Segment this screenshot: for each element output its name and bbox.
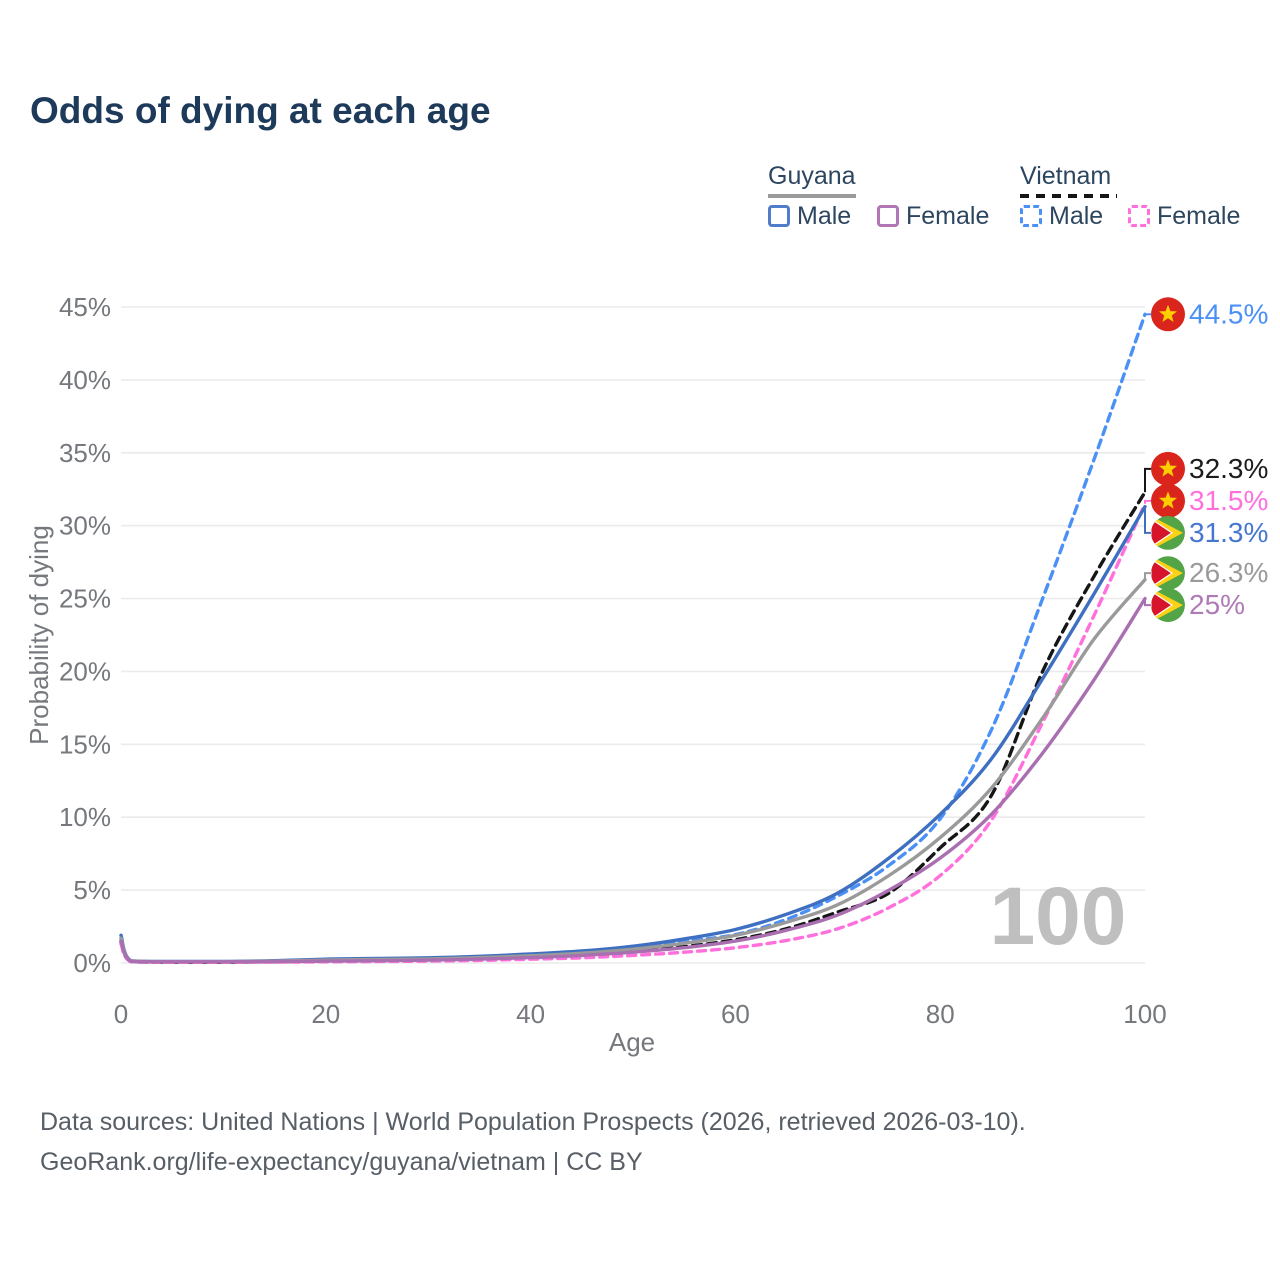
data-sources-text: Data sources: United Nations | World Pop… xyxy=(40,1108,1026,1136)
vietnam-star-icon xyxy=(1159,491,1177,509)
y-tick-label: 5% xyxy=(73,875,111,905)
guyana-female-swatch-icon xyxy=(877,205,899,227)
y-tick-label: 10% xyxy=(59,802,111,832)
y-tick-label: 45% xyxy=(59,292,111,322)
legend-item-vietnam-male: Male xyxy=(1020,203,1103,229)
legend-item-vietnam-female: Female xyxy=(1128,203,1240,229)
x-tick-label: 100 xyxy=(1123,999,1166,1029)
series-line-vietnam-male xyxy=(119,312,1147,964)
attribution-link-text: GeoRank.org/life-expectancy/guyana/vietn… xyxy=(40,1148,643,1176)
page-title: Odds of dying at each age xyxy=(30,90,491,131)
y-tick-label: 30% xyxy=(59,511,111,541)
x-tick-label: 0 xyxy=(114,999,128,1029)
guyana-male-swatch-icon xyxy=(768,205,790,227)
guyana-flag-icon xyxy=(1151,588,1185,623)
end-label-guyana-total: 26.3% xyxy=(1151,556,1268,591)
legend-item-label: Female xyxy=(1157,202,1241,230)
end-label-vietnam-total: 32.3% xyxy=(1151,451,1268,486)
end-label-value: 31.5% xyxy=(1189,485,1268,516)
vietnam-male-swatch-icon xyxy=(1020,205,1042,227)
label-connector-vietnam-total xyxy=(1144,467,1151,493)
series-line-guyana-female xyxy=(119,596,1147,964)
end-label-value: 44.5% xyxy=(1189,298,1268,329)
y-tick-label: 35% xyxy=(59,438,111,468)
guyana-flag-icon xyxy=(1151,515,1185,550)
x-tick-label: 80 xyxy=(926,999,955,1029)
legend-item-label: Male xyxy=(1049,202,1104,230)
x-tick-label: 40 xyxy=(516,999,545,1029)
vietnam-female-swatch-icon xyxy=(1128,205,1150,227)
end-label-value: 32.3% xyxy=(1189,453,1268,484)
legend-item-label: Male xyxy=(797,202,852,230)
label-connector-guyana-total xyxy=(1144,572,1151,580)
y-tick-label: 25% xyxy=(59,584,111,614)
y-axis-title: Probability of dying xyxy=(24,525,54,745)
end-label-value: 25% xyxy=(1189,589,1245,620)
legend-country-guyana: Guyana xyxy=(768,162,856,190)
legend-item-guyana-male: Male xyxy=(768,203,851,229)
legend-item-label: Female xyxy=(906,202,990,230)
vietnam-star-icon xyxy=(1159,459,1177,477)
label-connector-vietnam-female xyxy=(1144,499,1151,504)
end-label-value: 26.3% xyxy=(1189,557,1268,588)
y-tick-label: 15% xyxy=(59,729,111,759)
y-tick-label: 0% xyxy=(73,948,111,978)
label-connector-guyana-male xyxy=(1144,506,1151,534)
end-label-vietnam-female: 31.5% xyxy=(1151,483,1268,518)
end-label-value: 31.3% xyxy=(1189,517,1268,548)
vietnam-star-icon xyxy=(1159,304,1177,322)
age-watermark: 100 xyxy=(990,871,1127,962)
legend-country-vietnam: Vietnam xyxy=(1020,162,1112,190)
x-axis-title: Age xyxy=(609,1027,655,1057)
y-tick-label: 20% xyxy=(59,656,111,686)
end-label-guyana-female: 25% xyxy=(1151,588,1245,623)
end-label-guyana-male: 31.3% xyxy=(1151,515,1268,550)
legend-item-guyana-female: Female xyxy=(877,203,989,229)
end-label-vietnam-male: 44.5% xyxy=(1151,297,1268,332)
guyana-flag-icon xyxy=(1151,556,1185,591)
legend-guyana-linestyle-swatch xyxy=(768,194,856,198)
x-tick-label: 20 xyxy=(311,999,340,1029)
label-connector-guyana-female xyxy=(1144,598,1151,607)
legend-vietnam-linestyle-swatch xyxy=(1020,194,1117,198)
y-tick-label: 40% xyxy=(59,365,111,395)
x-tick-label: 60 xyxy=(721,999,750,1029)
